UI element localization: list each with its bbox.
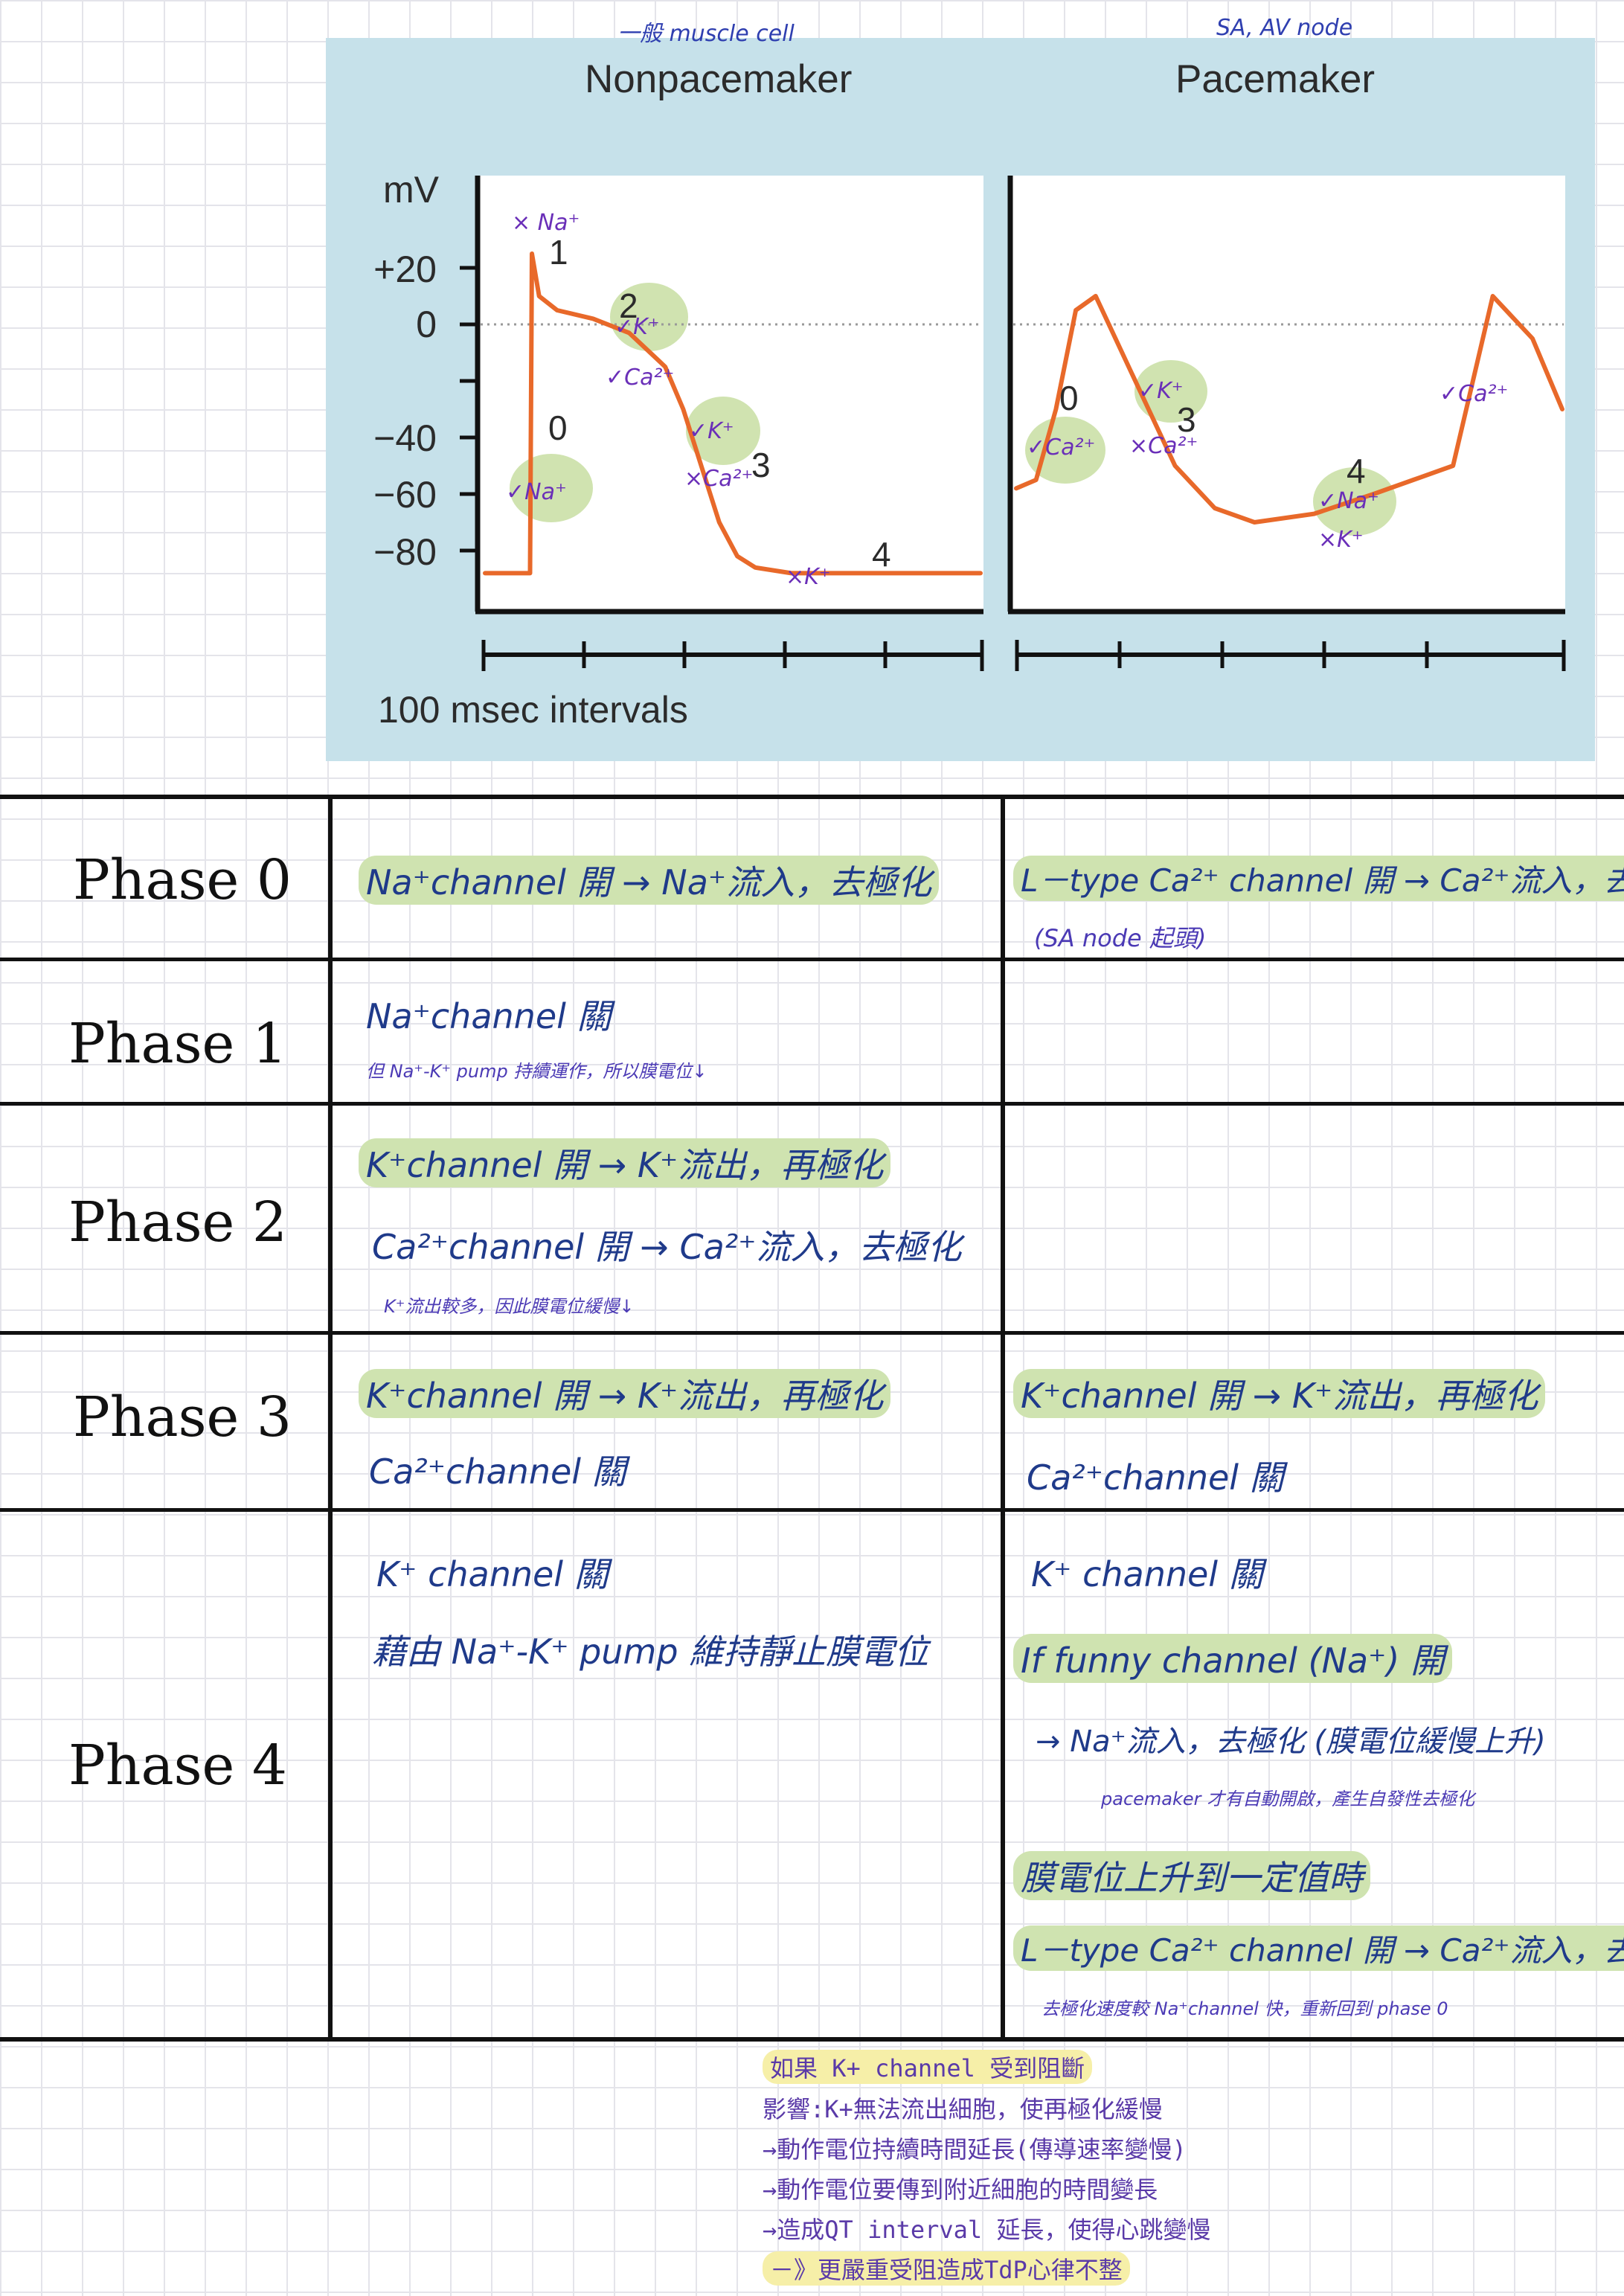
phase-number: 1 xyxy=(549,233,568,272)
y-tick-label: +20 xyxy=(373,248,437,290)
table-border xyxy=(0,2037,1624,2042)
phase-label: Phase 3 xyxy=(73,1385,292,1449)
y-tick-label: 0 xyxy=(416,304,437,345)
phase0-pacemaker: L－type Ca²⁺ channel 開 → Ca²⁺流入，去極化 xyxy=(1013,856,1624,901)
phase2-k-channel: K⁺channel 開 → K⁺流出，再極化 xyxy=(359,1138,891,1187)
ion-annotation: ✓Ca²⁺ xyxy=(606,365,675,391)
footer-line: →動作電位要傳到附近細胞的時間變長 xyxy=(763,2175,1158,2204)
left-handwritten-note: 一般 muscle cell xyxy=(617,21,795,47)
pacemaker-title: Pacemaker xyxy=(1175,57,1376,101)
y-tick-label: −40 xyxy=(373,417,437,459)
phase-label: Phase 1 xyxy=(68,1012,287,1076)
pacemaker-panel xyxy=(1010,176,1565,610)
phase4-l-type-channel: L－type Ca²⁺ channel 開 → Ca²⁺流入，去極化 xyxy=(1013,1925,1624,1971)
phase3-nonpacemaker-ca: Ca²⁺channel 關 xyxy=(369,1452,626,1492)
phase-label: Phase 2 xyxy=(68,1190,287,1254)
phase4-pacemaker-k: K⁺ channel 關 xyxy=(1031,1554,1263,1594)
ion-annotation: ✓K⁺ xyxy=(1138,378,1184,404)
pacemaker-trace xyxy=(1014,294,1564,525)
phase4-nonpacemaker-k: K⁺ channel 關 xyxy=(376,1554,609,1594)
phase-label: Phase 4 xyxy=(68,1734,287,1798)
phase-number: 0 xyxy=(1059,379,1079,417)
ion-annotation: ✓Ca²⁺ xyxy=(1440,381,1509,407)
ion-annotation: ✓K⁺ xyxy=(689,418,734,444)
phase3-nonpacemaker-k: K⁺channel 開 → K⁺流出，再極化 xyxy=(359,1369,891,1418)
phase0-pacemaker-note: (SA node 起頭) xyxy=(1034,924,1207,952)
table-border xyxy=(0,1102,1624,1106)
phase-number: 2 xyxy=(619,286,638,325)
phase4-na-influx: → Na⁺流入，去極化 (膜電位緩慢上升) xyxy=(1036,1725,1546,1759)
table-border xyxy=(0,795,1624,799)
ion-annotation: ✓Na⁺ xyxy=(506,479,567,505)
nonpacemaker-trace xyxy=(483,251,983,576)
phase-number: 4 xyxy=(1347,452,1366,490)
right-handwritten-note: SA, AV node xyxy=(1216,15,1353,41)
action-potential-plot xyxy=(460,176,1566,671)
y-tick-label: −60 xyxy=(373,474,437,516)
y-axis-unit: mV xyxy=(383,169,439,211)
phase3-pacemaker-ca: Ca²⁺channel 關 xyxy=(1027,1458,1284,1498)
phase-number: 0 xyxy=(548,408,568,447)
footer-heading: 如果 K+ channel 受到阻斷 xyxy=(763,2050,1093,2084)
nonpacemaker-panel xyxy=(478,176,983,610)
ion-annotation: ✓Na⁺ xyxy=(1318,488,1379,514)
phase4-funny-channel: If funny channel (Na⁺) 開 xyxy=(1013,1634,1452,1683)
footer-line: →動作電位持續時間延長(傳導速率變慢) xyxy=(763,2135,1187,2164)
phase4-threshold: 膜電位上升到一定值時 xyxy=(1013,1851,1370,1900)
phase-number: 3 xyxy=(751,446,771,484)
phase-label: Phase 0 xyxy=(73,848,292,912)
phase0-nonpacemaker: Na⁺channel 開 → Na⁺流入，去極化 xyxy=(359,856,940,905)
phase2-ca-channel: Ca²⁺channel 開 → Ca²⁺流入，去極化 xyxy=(372,1227,962,1267)
x-axis-label: 100 msec intervals xyxy=(378,689,688,731)
ion-annotation: × Na⁺ xyxy=(512,210,580,236)
phase4-speed-note: 去極化速度較 Na⁺channel 快，重新回到 phase 0 xyxy=(1042,1998,1448,2019)
ion-annotation: ✓K⁺ xyxy=(614,314,660,340)
phase1-nonpacemaker: Na⁺channel 關 xyxy=(366,996,612,1036)
phase-number: 4 xyxy=(872,535,891,574)
phase1-note: 但 Na⁺-K⁺ pump 持續運作，所以膜電位↓ xyxy=(366,1061,707,1082)
phase4-pacemaker-note: pacemaker 才有自動開啟，產生自發性去極化 xyxy=(1101,1789,1475,1809)
y-tick-label: −80 xyxy=(373,531,437,573)
table-border xyxy=(328,795,333,2042)
ion-annotation: ×K⁺ xyxy=(786,564,831,590)
table-border xyxy=(0,1331,1624,1335)
ion-annotation: ×K⁺ xyxy=(1318,527,1364,553)
ion-annotation: ×Ca²⁺ xyxy=(1129,433,1198,459)
footer-line: →造成QT interval 延長，使得心跳變慢 xyxy=(763,2216,1211,2244)
footer-line: 影響:K+無法流出細胞，使再極化緩慢 xyxy=(763,2095,1163,2123)
phase2-note: K⁺流出較多，因此膜電位緩慢↓ xyxy=(384,1296,635,1317)
nonpacemaker-title: Nonpacemaker xyxy=(585,57,853,101)
footer-line: －》更嚴重受阻造成TdP心律不整 xyxy=(763,2251,1130,2286)
table-border xyxy=(0,958,1624,961)
highlight-blob xyxy=(510,454,593,522)
phase3-pacemaker-k: K⁺channel 開 → K⁺流出，再極化 xyxy=(1013,1369,1546,1418)
ion-annotation: ✓Ca²⁺ xyxy=(1027,434,1096,461)
phase4-nonpacemaker-pump: 藉由 Na⁺-K⁺ pump 維持靜止膜電位 xyxy=(372,1632,929,1672)
ion-annotation: ×Ca²⁺ xyxy=(684,466,754,492)
table-border xyxy=(1001,795,1005,2042)
highlight-blob xyxy=(1134,360,1207,423)
highlight-blob xyxy=(610,283,688,351)
phase-number: 3 xyxy=(1177,400,1196,439)
table-border xyxy=(0,1508,1624,1512)
